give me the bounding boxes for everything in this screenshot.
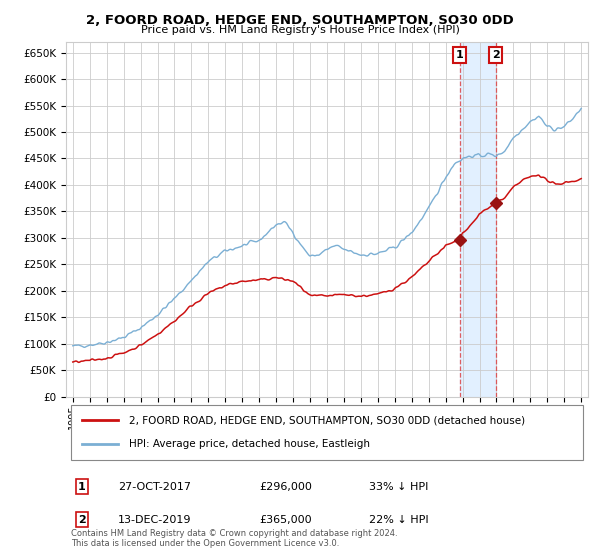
FancyBboxPatch shape: [71, 405, 583, 460]
Text: 2, FOORD ROAD, HEDGE END, SOUTHAMPTON, SO30 0DD (detached house): 2, FOORD ROAD, HEDGE END, SOUTHAMPTON, S…: [128, 415, 525, 425]
Text: 22% ↓ HPI: 22% ↓ HPI: [369, 515, 428, 525]
Text: 13-DEC-2019: 13-DEC-2019: [118, 515, 192, 525]
Bar: [460, 42, 496, 396]
Text: 2, FOORD ROAD, HEDGE END, SOUTHAMPTON, SO30 0DD: 2, FOORD ROAD, HEDGE END, SOUTHAMPTON, S…: [86, 14, 514, 27]
Text: £296,000: £296,000: [259, 482, 312, 492]
Text: 33% ↓ HPI: 33% ↓ HPI: [369, 482, 428, 492]
Text: 27-OCT-2017: 27-OCT-2017: [118, 482, 191, 492]
Text: Price paid vs. HM Land Registry's House Price Index (HPI): Price paid vs. HM Land Registry's House …: [140, 25, 460, 35]
Text: 2: 2: [492, 50, 500, 60]
Text: HPI: Average price, detached house, Eastleigh: HPI: Average price, detached house, East…: [128, 440, 370, 449]
Text: Contains HM Land Registry data © Crown copyright and database right 2024.
This d: Contains HM Land Registry data © Crown c…: [71, 529, 398, 548]
Text: 1: 1: [456, 50, 464, 60]
Text: 2: 2: [78, 515, 86, 525]
Text: 1: 1: [78, 482, 86, 492]
Text: £365,000: £365,000: [259, 515, 312, 525]
